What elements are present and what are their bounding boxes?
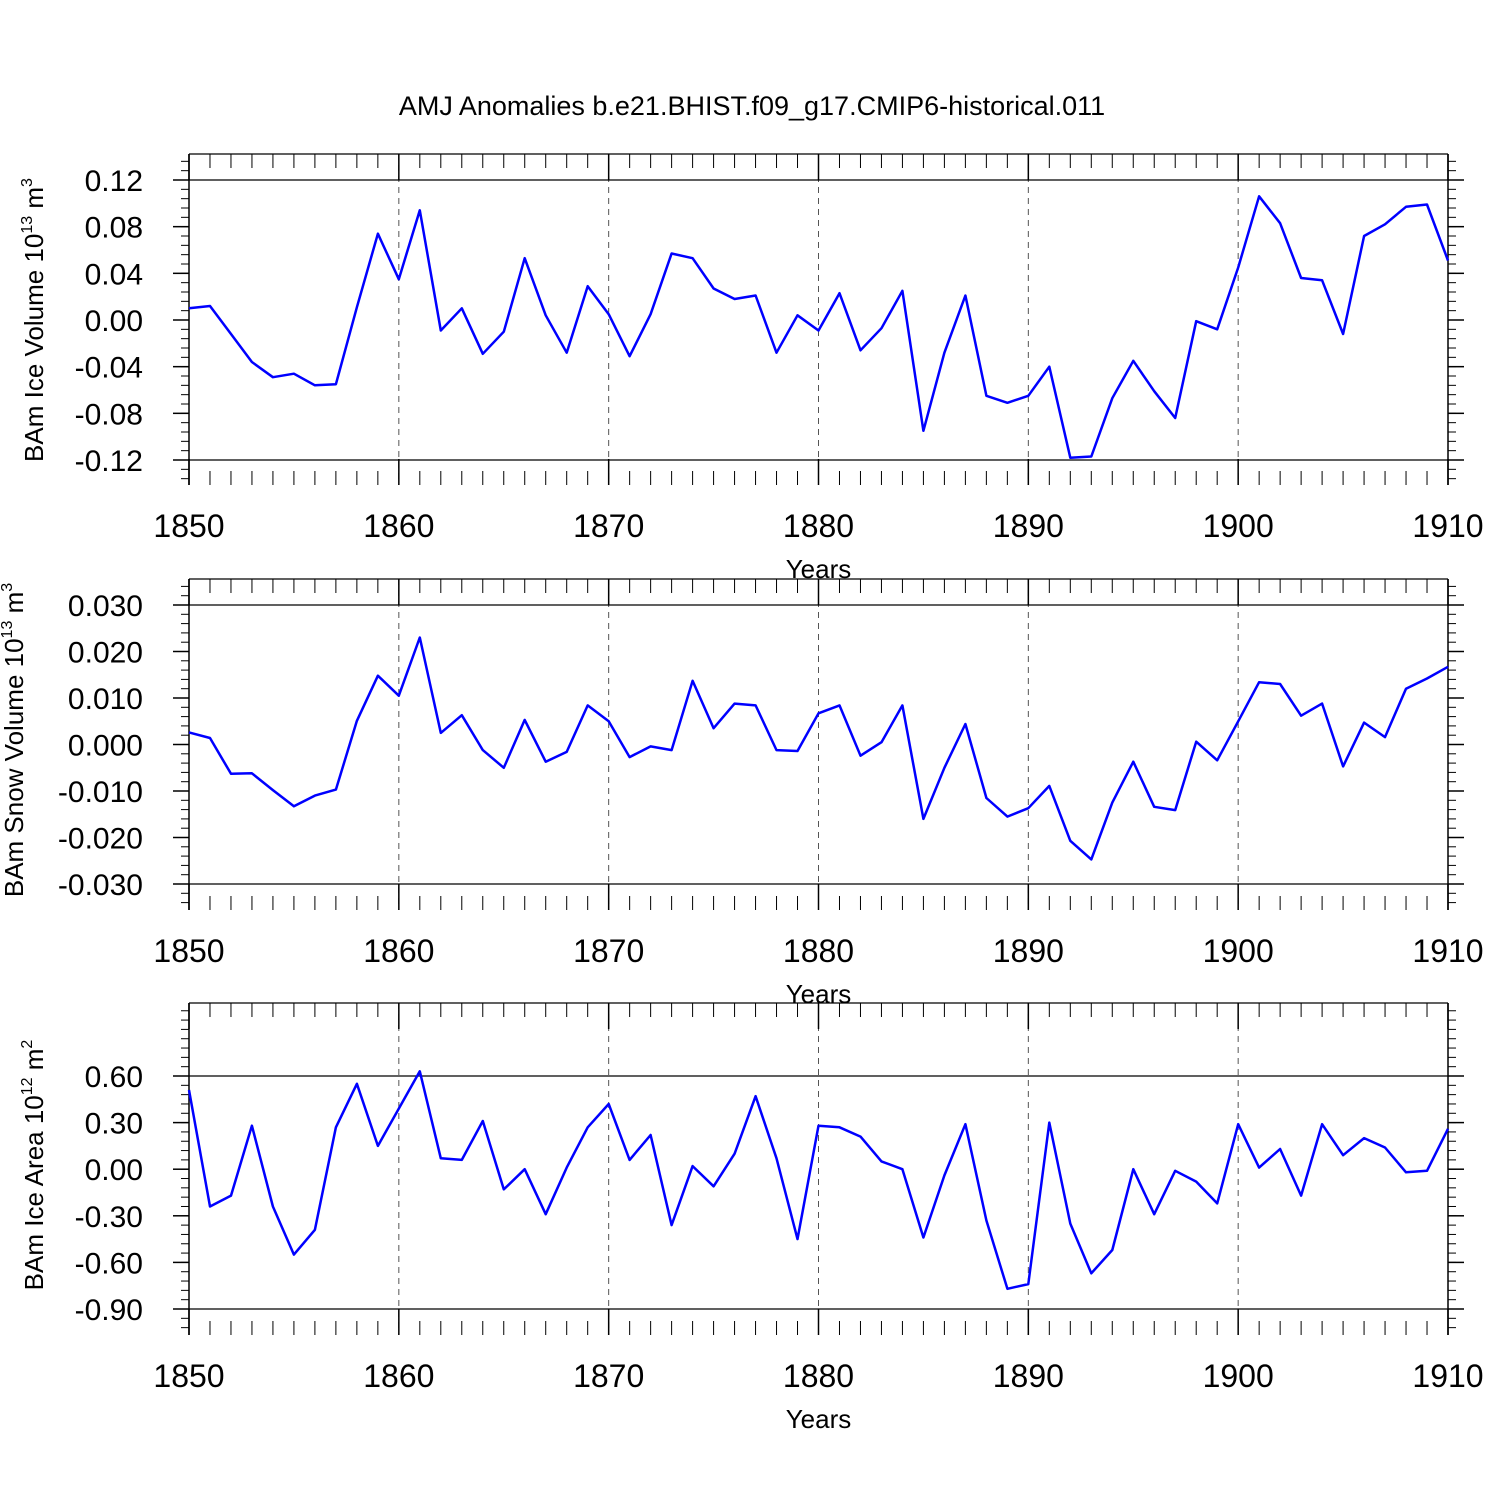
y-tick-label: -0.08 [75, 398, 143, 431]
y-tick-label: -0.020 [58, 823, 143, 856]
y-tick-label: 0.030 [68, 590, 143, 623]
x-tick-label: 1900 [1203, 508, 1274, 544]
series-line-ice-area [187, 1070, 1450, 1291]
y-tick-label: 0.020 [68, 637, 143, 670]
y-tick-label: -0.90 [75, 1294, 143, 1327]
y-tick-label: 0.04 [85, 258, 143, 291]
x-tick-label: 1850 [153, 933, 224, 969]
y-tick-label: -0.030 [58, 869, 143, 902]
x-tick-label: 1870 [573, 1358, 644, 1394]
x-tick-label: 1870 [573, 933, 644, 969]
y-tick-label: -0.010 [58, 776, 143, 809]
y-tick-label: -0.60 [75, 1247, 143, 1280]
x-tick-label: 1880 [783, 1358, 854, 1394]
x-tick-label: 1910 [1412, 1358, 1483, 1394]
y-tick-label: 0.30 [85, 1108, 143, 1141]
y-tick-label: 0.00 [85, 305, 143, 338]
x-tick-label: 1890 [993, 1358, 1064, 1394]
x-tick-label: 1880 [783, 933, 854, 969]
y-tick-label: 0.000 [68, 730, 143, 763]
x-tick-label: 1860 [363, 933, 434, 969]
y-axis-label: BAm Snow Volume 1013 m3 [0, 583, 29, 897]
x-tick-label: 1900 [1203, 933, 1274, 969]
x-tick-label: 1850 [153, 508, 224, 544]
panel-snow-volume: -0.030 -0.020 -0.010 0.000 0.010 0.020 0.030 18… [0, 578, 1484, 1009]
y-tick-label: 0.12 [85, 165, 143, 198]
y-tick-label: -0.04 [75, 352, 143, 385]
figure-title: AMJ Anomalies b.e21.BHIST.f09_g17.CMIP6-… [399, 91, 1105, 121]
y-tick-label: 0.010 [68, 683, 143, 716]
y-tick-label: 0.08 [85, 212, 143, 245]
x-tick-label: 1890 [993, 508, 1064, 544]
panel-ice-area: -0.90 -0.60 -0.30 0.00 0.30 0.60 1850 1860 1870 1… [19, 1002, 1484, 1434]
x-tick-label: 1870 [573, 508, 644, 544]
x-tick-label: 1850 [153, 1358, 224, 1394]
y-axis-label: BAm Ice Area 1012 m2 [19, 1040, 49, 1291]
x-tick-label: 1860 [363, 508, 434, 544]
x-tick-label: 1910 [1412, 933, 1483, 969]
series-line-ice-volume [188, 195, 1450, 459]
y-tick-label: 0.60 [85, 1061, 143, 1094]
x-tick-label: 1900 [1203, 1358, 1274, 1394]
x-tick-label: 1890 [993, 933, 1064, 969]
series-line-snow-volume [188, 636, 1449, 861]
x-tick-label: 1860 [363, 1358, 434, 1394]
y-tick-label: -0.12 [75, 445, 143, 478]
y-tick-label: 0.00 [85, 1154, 143, 1187]
x-axis-label: Years [786, 1404, 852, 1434]
panel-ice-volume: -0.12 -0.08 -0.04 0.00 0.04 0.08 0.12 1850 1860 1… [19, 153, 1484, 584]
x-tick-label: 1880 [783, 508, 854, 544]
y-axis-label: BAm Ice Volume 1013 m3 [19, 178, 49, 462]
y-tick-label: -0.30 [75, 1201, 143, 1234]
x-tick-label: 1910 [1412, 508, 1483, 544]
